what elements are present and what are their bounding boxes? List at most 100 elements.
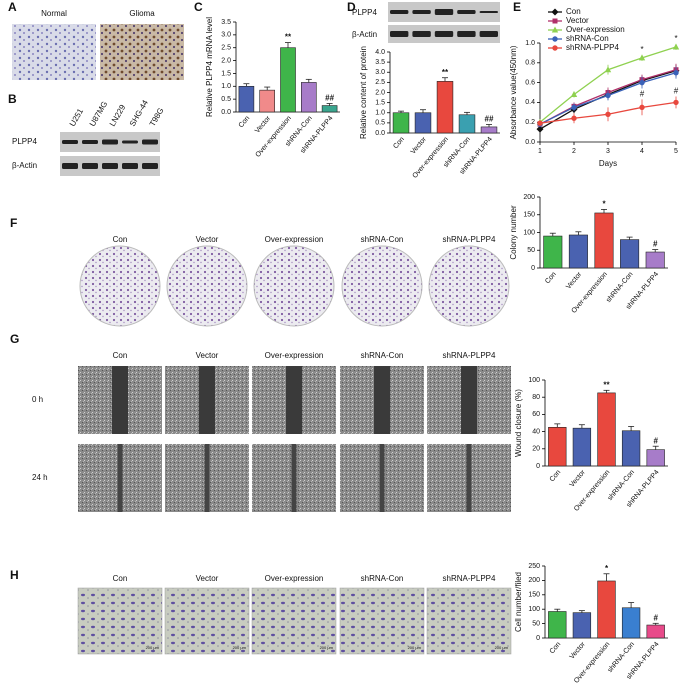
y-tick-label: 3.0 xyxy=(375,69,385,76)
blot-band xyxy=(390,31,409,37)
wound-gap xyxy=(379,444,385,512)
blot-band xyxy=(434,9,454,15)
legend-marker xyxy=(552,18,558,24)
x-tick-label: 2 xyxy=(572,148,576,155)
x-tick-label: 5 xyxy=(674,148,678,155)
panel-letter: F xyxy=(10,216,17,230)
y-tick-label: 0.0 xyxy=(375,130,385,137)
cell-line-label: LN229 xyxy=(108,103,128,128)
panel-letter: D xyxy=(347,0,356,14)
column-label: Vector xyxy=(196,574,219,583)
column-label: Con xyxy=(113,574,128,583)
panel-letter: G xyxy=(10,332,19,346)
significance-label: * xyxy=(640,45,643,54)
significance-label: # xyxy=(653,240,658,249)
y-tick-label: 2.5 xyxy=(375,79,385,86)
wound-gap xyxy=(204,444,210,512)
column-label: shRNA-PLPP4 xyxy=(443,235,496,244)
column-label: shRNA-PLPP4 xyxy=(443,574,496,583)
column-label: Over-expression xyxy=(265,351,324,360)
image-label: Normal xyxy=(41,9,67,18)
ihc-image xyxy=(12,24,96,80)
y-tick-label: 0.5 xyxy=(221,96,231,103)
wound-gap xyxy=(291,444,297,512)
marker xyxy=(673,70,679,76)
y-tick-label: 0 xyxy=(536,463,540,470)
y-tick-label: 200 xyxy=(528,577,540,584)
y-tick-label: 0.6 xyxy=(525,79,535,86)
cell-line-label: U251 xyxy=(68,107,86,129)
wound-gap xyxy=(461,366,477,434)
significance-label: * xyxy=(605,564,609,573)
y-tick-label: 4.0 xyxy=(375,49,385,56)
blot-band xyxy=(122,163,138,169)
x-tick-label: Con xyxy=(544,271,558,285)
blot-label: PLPP4 xyxy=(12,137,37,146)
bar xyxy=(572,612,592,639)
blot-band xyxy=(102,139,118,145)
significance-label: ## xyxy=(325,94,334,103)
significance-label: ## xyxy=(485,115,494,124)
y-tick-label: 3.0 xyxy=(221,32,231,39)
blot-band xyxy=(457,10,476,14)
y-tick-label: 20 xyxy=(532,446,540,453)
y-axis-label: Absorbance value(450nm) xyxy=(509,45,518,139)
legend-label: shRNA-Con xyxy=(566,34,609,43)
marker xyxy=(571,115,577,121)
marker xyxy=(537,120,543,126)
y-tick-label: 0.0 xyxy=(525,139,535,146)
panel-letter: C xyxy=(194,0,203,14)
y-tick-label: 100 xyxy=(528,606,540,613)
y-axis-label: Colony number xyxy=(509,205,518,260)
column-label: Con xyxy=(113,351,128,360)
y-tick-label: 40 xyxy=(532,428,540,435)
legend-marker xyxy=(551,26,559,33)
y-tick-label: 0.5 xyxy=(375,120,385,127)
bar xyxy=(621,430,641,467)
bar xyxy=(568,234,588,269)
blot-band xyxy=(412,10,431,14)
y-tick-label: 0.8 xyxy=(525,60,535,67)
y-tick-label: 1.0 xyxy=(221,83,231,90)
y-tick-label: 150 xyxy=(523,212,535,219)
x-tick-label: Con xyxy=(392,136,406,150)
y-tick-label: 0.0 xyxy=(221,109,231,116)
bar xyxy=(436,81,454,134)
y-tick-label: 2.0 xyxy=(375,89,385,96)
bar xyxy=(597,392,616,467)
significance-label: * xyxy=(674,34,677,43)
column-label: shRNA-PLPP4 xyxy=(443,351,496,360)
x-axis-label: Days xyxy=(599,159,617,168)
significance-label: # xyxy=(674,87,679,96)
legend-marker xyxy=(552,45,558,51)
wound-gap xyxy=(199,366,215,434)
x-tick-label: 1 xyxy=(538,148,542,155)
y-tick-label: 50 xyxy=(532,620,540,627)
marker xyxy=(536,125,544,133)
x-tick-label: Vector xyxy=(569,640,588,660)
marker xyxy=(639,79,645,86)
x-tick-label: Vector xyxy=(569,468,588,488)
row-label: 0 h xyxy=(32,395,43,404)
significance-label: ** xyxy=(285,33,292,42)
blot-band xyxy=(62,140,78,144)
x-tick-label: Vector xyxy=(410,135,429,155)
blot-label: PLPP4 xyxy=(352,8,377,17)
y-tick-label: 2.0 xyxy=(221,57,231,64)
bar xyxy=(620,239,640,269)
blot-band xyxy=(434,31,454,37)
y-tick-label: 1.0 xyxy=(525,40,535,47)
legend-label: shRNA-PLPP4 xyxy=(566,43,619,52)
y-axis-label: Wound closure (%) xyxy=(514,389,523,457)
scale-bar-label: 200 μm xyxy=(146,645,160,650)
blot-label: β-Actin xyxy=(12,161,37,170)
marker xyxy=(604,66,612,73)
transwell-image xyxy=(251,587,337,655)
column-label: Vector xyxy=(196,351,219,360)
bar xyxy=(548,611,567,639)
y-axis-label: Relative PLPP4 mRNA level xyxy=(205,17,214,117)
y-tick-label: 0.2 xyxy=(525,119,535,126)
scale-bar-label: 200 μm xyxy=(233,645,247,650)
y-tick-label: 1.0 xyxy=(375,110,385,117)
